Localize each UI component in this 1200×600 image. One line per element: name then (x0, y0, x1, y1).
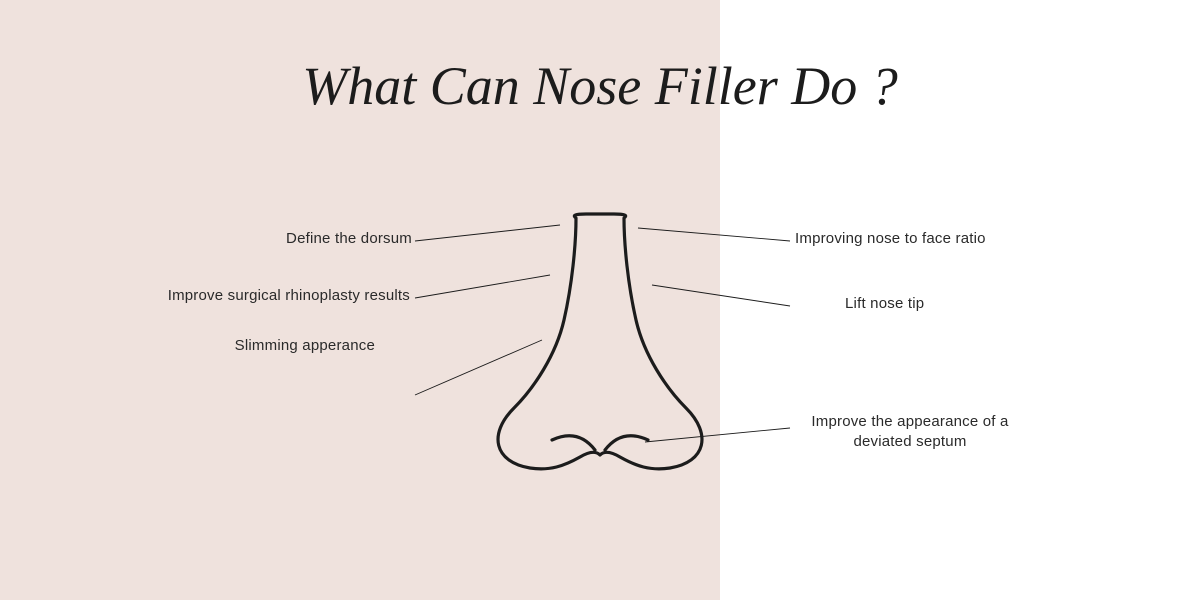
label-ratio: Improving nose to face ratio (795, 230, 1075, 247)
label-deviated-septum: Improve the appearance of adeviated sept… (790, 412, 1030, 453)
nose-illustration (490, 210, 710, 480)
label-define-dorsum: Define the dorsum (212, 230, 412, 247)
nose-outline-path (498, 214, 702, 469)
nostril-left-path (552, 436, 595, 450)
label-improve-rhinoplasty: Improve surgical rhinoplasty results (130, 287, 410, 304)
label-lift-tip: Lift nose tip (845, 295, 1045, 312)
page-title: What Can Nose Filler Do ? (0, 55, 1200, 117)
label-slimming: Slimming apperance (175, 337, 375, 354)
nostril-right-path (605, 436, 648, 450)
